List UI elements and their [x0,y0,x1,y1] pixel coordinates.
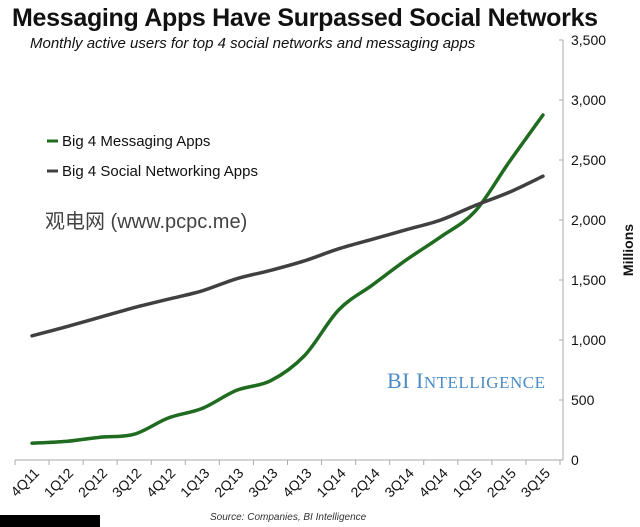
y-tick-label: 2,500 [571,152,606,168]
legend-label: Big 4 Messaging Apps [62,133,210,150]
x-tick-label: 2Q13 [211,465,247,501]
x-tick-label: 4Q11 [7,465,42,500]
legend-label: Big 4 Social Networking Apps [62,163,258,180]
chart-title: Messaging Apps Have Surpassed Social Net… [12,4,598,32]
y-tick-label: 1,000 [571,332,606,348]
x-tick-label: 1Q12 [41,465,77,501]
x-tick-label: 3Q13 [245,465,281,501]
y-tick-label: 2,000 [571,212,606,228]
x-tick-label: 3Q15 [518,465,554,501]
y-tick-label: 0 [571,452,579,468]
series-line-social [30,174,545,338]
y-tick-label: 3,000 [571,92,606,108]
y-tick-label: 500 [571,392,595,408]
x-tick-label: 4Q13 [279,465,315,501]
y-tick-label: 3,500 [571,32,606,48]
y-axis-label: Millions [620,224,636,276]
chart-subtitle: Monthly active users for top 4 social ne… [30,35,476,52]
x-tick-label: 1Q13 [177,465,213,501]
x-tick-label: 2Q14 [347,465,383,501]
brand-logo: BI INTELLIGENCE [387,368,546,393]
y-tick-label: 1,500 [571,272,606,288]
black-box [0,515,100,527]
watermark: 观电网 (www.pcpc.me) [45,211,248,233]
x-tick-label: 4Q12 [143,465,179,501]
x-tick-label: 4Q14 [415,465,451,501]
x-tick-label: 3Q14 [381,465,417,501]
x-tick-label: 3Q12 [109,465,145,501]
x-tick-label: 1Q14 [313,465,349,501]
x-tick-label: 2Q12 [75,465,111,501]
x-tick-label: 2Q15 [483,465,519,501]
x-tick-label: 1Q15 [449,465,485,501]
source-note: Source: Companies, BI Intelligence [210,512,367,523]
series-line-messaging [30,113,545,445]
